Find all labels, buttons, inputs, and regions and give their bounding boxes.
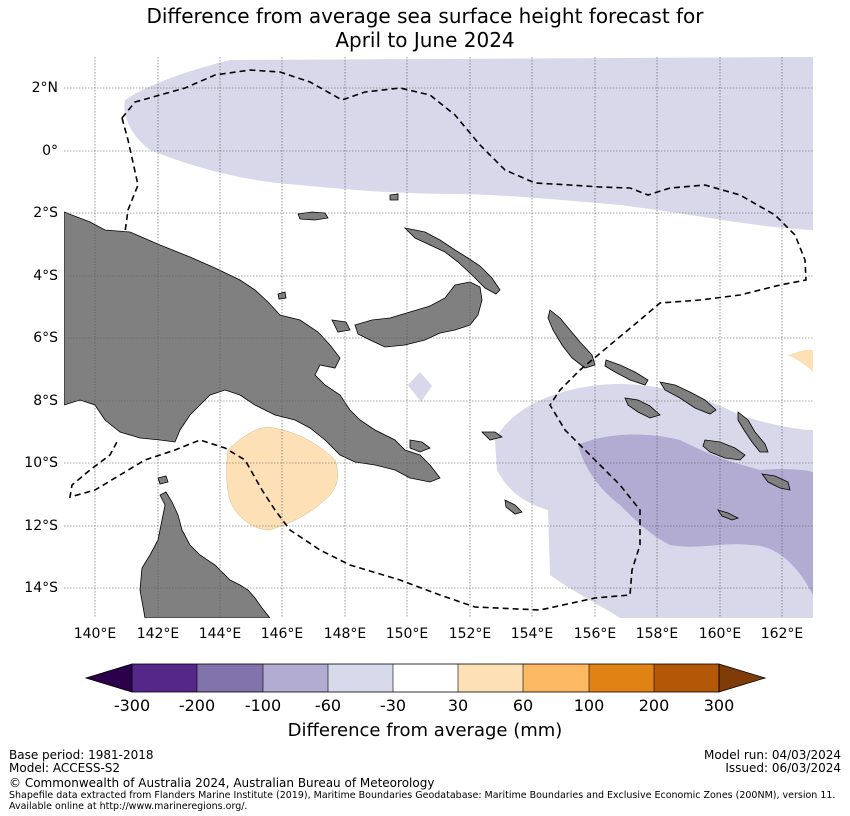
colorbar-tick-label: 100: [573, 696, 605, 715]
base-period: Base period: 1981-2018: [9, 748, 154, 762]
anomaly-positive-east: [787, 350, 813, 372]
graticule: [64, 57, 813, 618]
colorbar-tick-label: 60: [512, 696, 534, 715]
lon-tick-label: 144°E: [198, 626, 242, 642]
land-makira: [761, 473, 791, 491]
colorbar-bin: [132, 664, 197, 692]
lon-tick-label: 150°E: [385, 626, 429, 642]
land-woodlark: [481, 431, 503, 441]
lat-tick-label: 0°: [42, 143, 58, 159]
colorbar-tick-label: -100: [244, 696, 282, 715]
lat-tick-label: 14°S: [24, 580, 58, 596]
lon-tick-label: 148°E: [323, 626, 367, 642]
copyright: © Commonwealth of Australia 2024, Austra…: [9, 776, 435, 790]
colorbar-tick-label: 300: [703, 696, 735, 715]
model-name: Model: ACCESS-S2: [9, 761, 121, 775]
lat-tick-label: 4°S: [33, 268, 58, 284]
land-guadalcanal: [702, 439, 746, 461]
map-title: Difference from average sea surface heig…: [0, 4, 850, 52]
anomaly-negative-north: [124, 57, 813, 230]
land-santa-isabel: [659, 381, 717, 415]
colorbar-extend-low: [84, 663, 133, 693]
lon-tick-label: 156°E: [573, 626, 617, 642]
land-rennell: [717, 509, 740, 521]
colorbar-outline: [131, 663, 720, 693]
lat-tick-label: 2°N: [31, 80, 58, 96]
land-choiseul: [604, 359, 649, 386]
anomaly-negative-patch: [408, 372, 432, 402]
colorbar-tick-label: 200: [638, 696, 670, 715]
colorbar-tick-label: -300: [113, 696, 151, 715]
colorbar-bin: [458, 664, 523, 692]
colorbar-label: Difference from average (mm): [287, 720, 563, 741]
land-new-ireland: [403, 227, 501, 295]
anomaly-negative-core: [578, 434, 813, 595]
land-umboi: [331, 319, 351, 333]
lon-tick-label: 152°E: [448, 626, 492, 642]
shapefile-credit: Shapefile data extracted from Flanders M…: [9, 790, 836, 801]
land-new-britain: [354, 281, 483, 348]
land-small-island: [389, 193, 399, 201]
colorbar-bin: [523, 664, 589, 692]
land-bougainville: [547, 309, 596, 369]
colorbar-bin: [393, 664, 458, 692]
land-cape-york: [139, 491, 271, 618]
colorbar-tick-label: 30: [447, 696, 469, 715]
lon-tick-label: 140°E: [73, 626, 117, 642]
colorbar-bin: [197, 664, 263, 692]
land-torres-islands: [157, 475, 169, 485]
eez-boundary-west: [121, 117, 139, 233]
lat-tick-label: 6°S: [33, 330, 58, 346]
land-manus: [297, 211, 329, 221]
land-dentrecasteaux: [409, 439, 431, 453]
lat-tick-label: 10°S: [24, 455, 58, 471]
colorbar-tick-label: -30: [379, 696, 407, 715]
lon-tick-label: 142°E: [136, 626, 180, 642]
lon-tick-label: 162°E: [760, 626, 804, 642]
model-run: Model run: 04/03/2024: [703, 748, 841, 762]
shapefile-url: Available online at http://www.marinereg…: [9, 801, 248, 812]
lon-tick-label: 154°E: [510, 626, 554, 642]
colorbar-bin: [654, 664, 719, 692]
lat-tick-label: 12°S: [24, 518, 58, 534]
lon-tick-label: 146°E: [260, 626, 304, 642]
land-malaita: [737, 411, 769, 453]
title-line-1: Difference from average sea surface heig…: [146, 4, 704, 28]
lat-tick-label: 8°S: [33, 393, 58, 409]
colorbar-tick-label: -60: [314, 696, 342, 715]
issued-date: Issued: 06/03/2024: [725, 761, 841, 775]
colorbar-tick-label: -200: [178, 696, 216, 715]
colorbar-bin: [589, 664, 654, 692]
colorbar-bin: [263, 664, 328, 692]
land-rossel: [504, 499, 523, 515]
lon-tick-label: 160°E: [698, 626, 742, 642]
colorbar-extend-high: [718, 663, 767, 693]
colorbar: [84, 663, 767, 693]
colorbar-bin: [328, 664, 393, 692]
eez-boundary: [69, 69, 807, 611]
lon-tick-label: 158°E: [635, 626, 679, 642]
lat-tick-label: 2°S: [33, 205, 58, 221]
title-line-2: April to June 2024: [335, 28, 515, 52]
